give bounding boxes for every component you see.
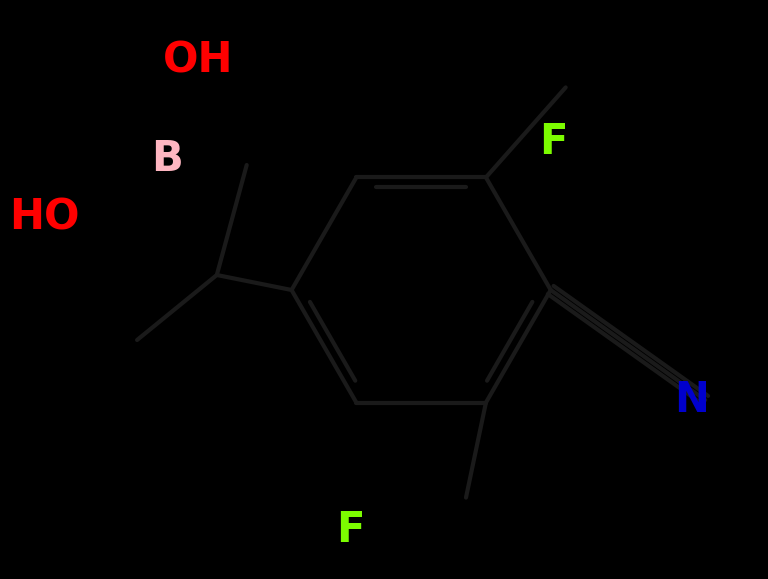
Text: OH: OH: [163, 40, 233, 82]
Text: HO: HO: [9, 196, 80, 238]
Text: B: B: [151, 138, 183, 180]
Text: F: F: [539, 121, 568, 163]
Text: N: N: [674, 379, 709, 420]
Text: F: F: [336, 509, 365, 551]
